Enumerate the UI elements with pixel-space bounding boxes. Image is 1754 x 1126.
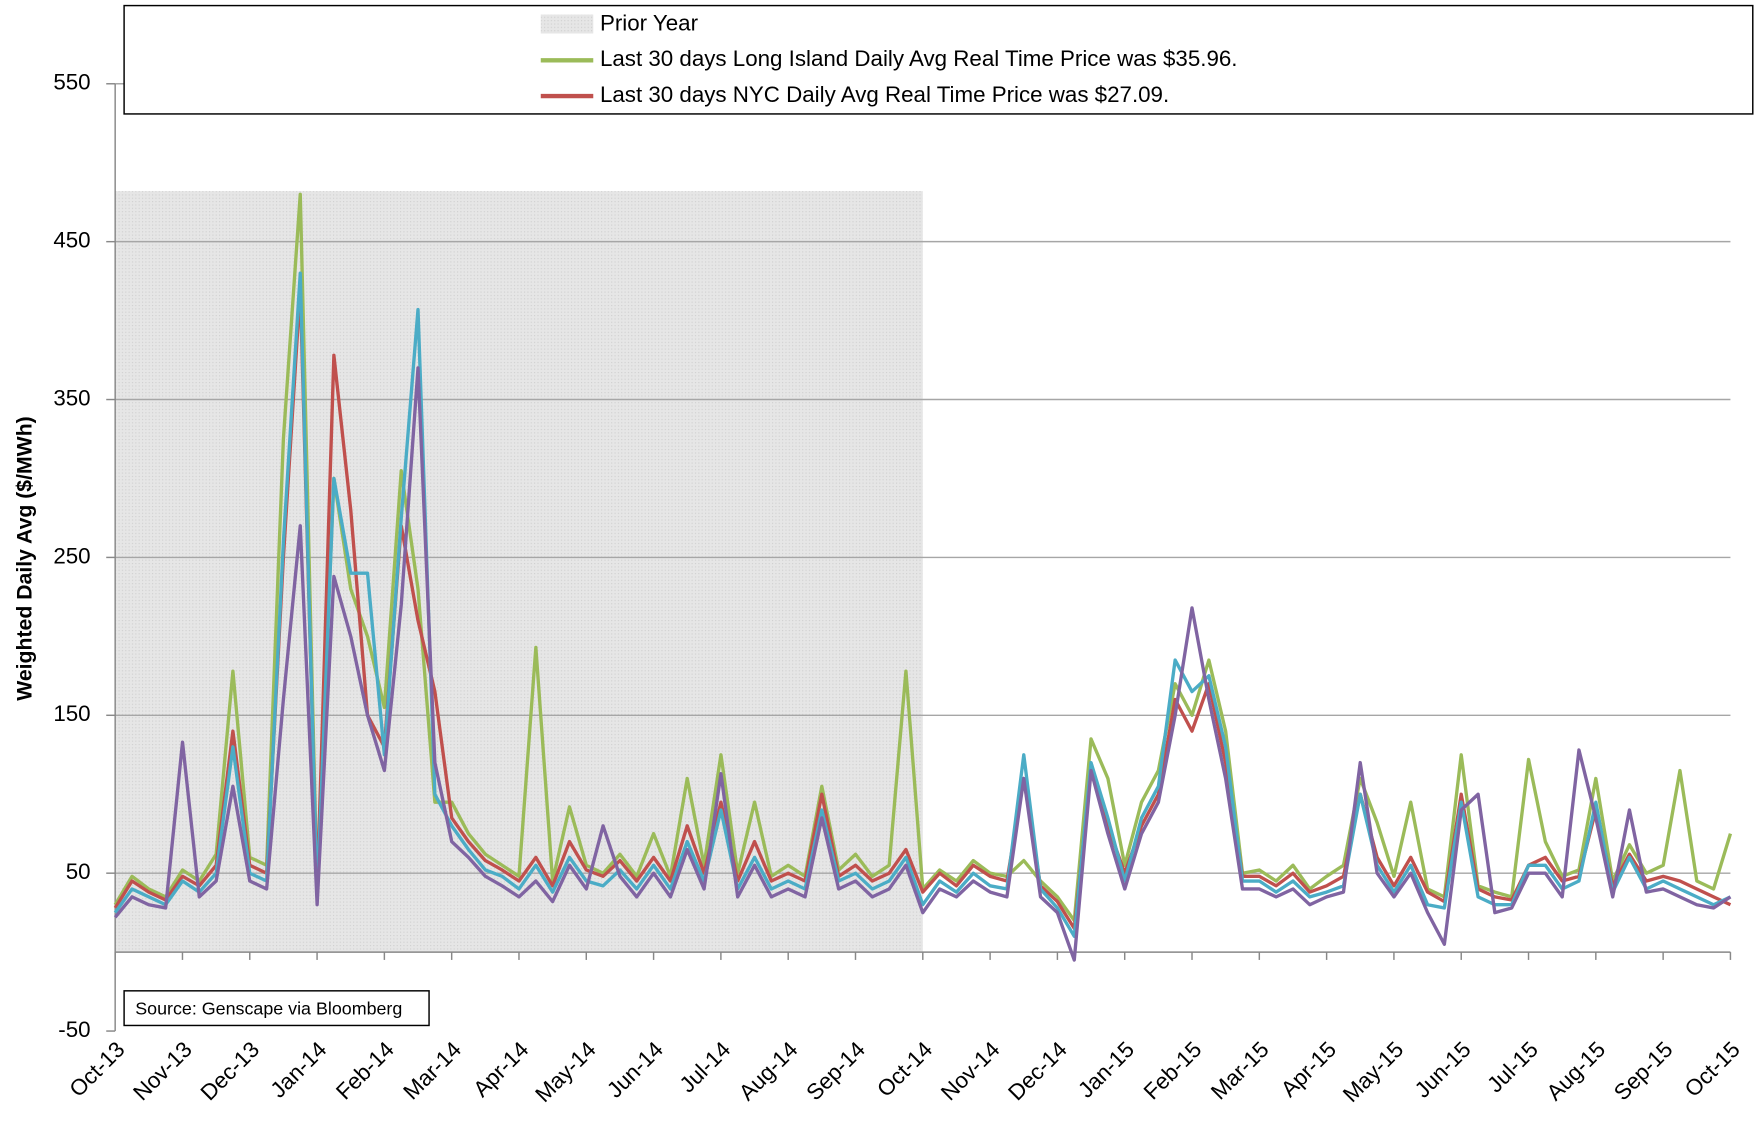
series-line <box>113 366 1732 962</box>
x-tick-label: Nov-13 <box>128 1037 197 1106</box>
x-tick-label: Feb-15 <box>1139 1037 1207 1105</box>
x-tick-label: Oct-14 <box>872 1037 937 1102</box>
x-tick-label: Apr-14 <box>468 1037 533 1102</box>
x-tick-label: May-14 <box>530 1037 600 1107</box>
x-tick-label: Mar-15 <box>1206 1037 1274 1105</box>
x-tick-label: Jan-14 <box>266 1037 332 1103</box>
annotation: Source: Genscape via Bloomberg <box>135 999 402 1019</box>
legend-box <box>123 4 1754 115</box>
x-tick-label: Jun-15 <box>1410 1037 1476 1103</box>
x-tick-label: Oct-13 <box>65 1037 130 1102</box>
y-tick-label: -50 <box>58 1017 90 1042</box>
x-tick-label: Aug-14 <box>734 1037 803 1106</box>
legend-label: Last 30 days NYC Daily Avg Real Time Pri… <box>600 82 1169 107</box>
x-tick-label: Jul-14 <box>675 1037 736 1098</box>
x-tick-label: Oct-15 <box>1680 1037 1745 1102</box>
legend-label: Prior Year <box>600 10 699 35</box>
x-tick-label: Aug-15 <box>1542 1037 1611 1106</box>
y-tick-label: 550 <box>53 70 90 95</box>
x-tick-label: Apr-15 <box>1276 1037 1341 1102</box>
x-tick-label: Sep-14 <box>801 1037 870 1106</box>
prior-year-region <box>115 191 923 953</box>
x-tick-label: Feb-14 <box>331 1037 399 1105</box>
legend-swatch <box>540 14 594 34</box>
legend-label: Last 30 days Long Island Daily Avg Real … <box>600 46 1238 71</box>
y-tick-label: 450 <box>53 228 90 253</box>
y-tick-label: 150 <box>53 701 90 726</box>
x-tick-label: Jul-15 <box>1482 1037 1543 1098</box>
x-tick-label: Jan-15 <box>1073 1037 1139 1103</box>
x-tick-label: Jun-14 <box>602 1037 668 1103</box>
y-tick-label: 250 <box>53 543 90 568</box>
y-tick-label: 350 <box>53 385 90 410</box>
annotation-box <box>123 990 430 1027</box>
x-tick-label: Dec-13 <box>196 1037 265 1106</box>
y-tick-label: 50 <box>66 859 91 884</box>
x-tick-label: May-15 <box>1338 1037 1408 1107</box>
x-tick-label: Sep-15 <box>1609 1037 1678 1106</box>
y-axis-label: Weighted Daily Avg ($/MWh) <box>13 416 36 701</box>
x-tick-label: Dec-14 <box>1003 1037 1072 1106</box>
x-tick-label: Mar-14 <box>398 1037 466 1105</box>
x-tick-label: Nov-14 <box>936 1037 1005 1106</box>
